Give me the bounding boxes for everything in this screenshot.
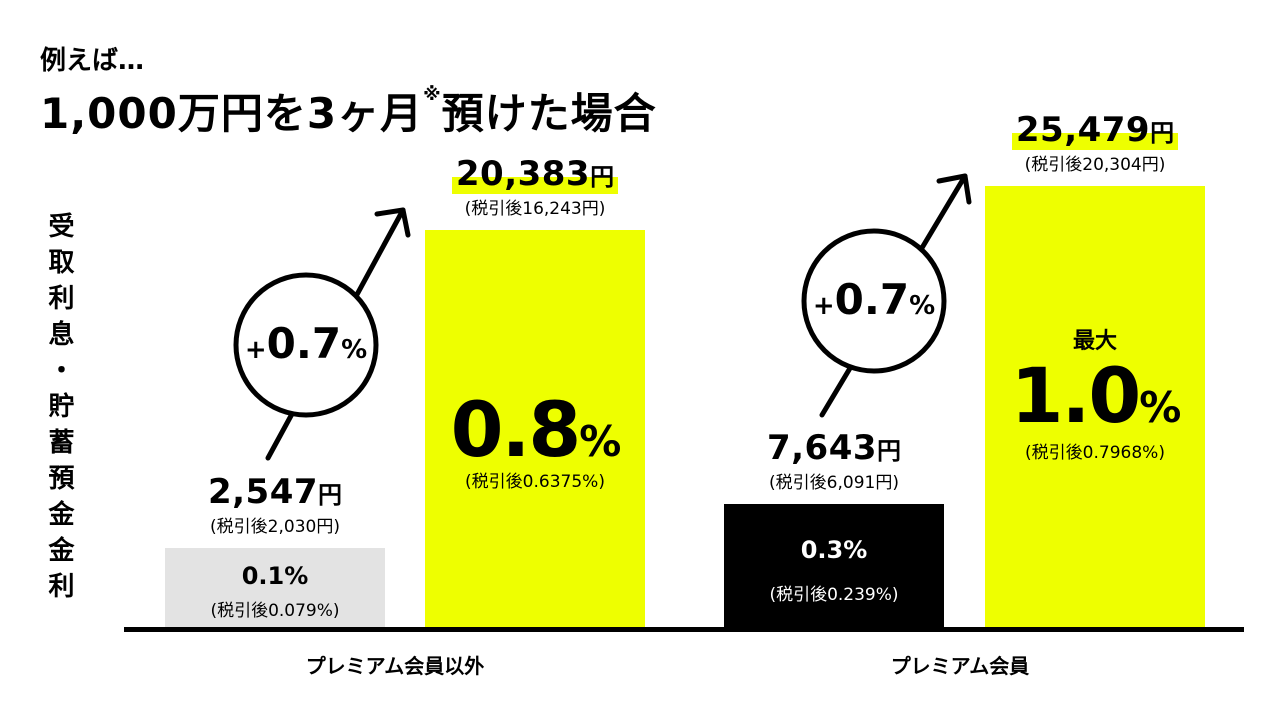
bar-rate-label: 0.8% (450, 385, 622, 474)
bar-rate-label: 1.0% (1010, 351, 1182, 440)
interest-amount: 2,547円 (税引後2,030円) (207, 472, 343, 537)
bar-rate-after-tax: (税引後0.7968%) (1025, 443, 1165, 463)
title-main: 1,000万円を3ヶ月 (40, 89, 424, 138)
delta-text-right: +0.7% (813, 275, 935, 324)
x-axis-baseline (124, 627, 1244, 632)
bar-rate-after-tax: (税引後0.079%) (210, 601, 340, 621)
bar-rate-after-tax: (税引後0.239%) (769, 585, 899, 605)
bar-premium-standard: 0.3% (税引後0.239%) (724, 504, 944, 628)
delta-circle-left (233, 272, 379, 418)
group-label-non-premium: プレミアム会員以外 (305, 654, 485, 678)
bar-premium-campaign: 最大 1.0% (税引後0.7968%) (985, 186, 1205, 628)
delta-circle-right (801, 228, 947, 374)
bar-non-premium-standard: 0.1% (税引後0.079%) (165, 548, 385, 628)
bar-non-premium-campaign: 0.8% (税引後0.6375%) (425, 230, 645, 628)
bar-rate-after-tax: (税引後0.6375%) (465, 472, 605, 492)
y-axis-label: 受取利息・貯蓄預金金利 (44, 212, 74, 608)
interest-amount-highlighted: 20,383円 (税引後16,243円) (425, 154, 645, 219)
title-note-mark: ※ (423, 84, 442, 105)
bar-prefix-label: 最大 (1072, 329, 1117, 354)
delta-text-left: +0.7% (245, 319, 367, 368)
interest-amount-highlighted: 25,479円 (税引後20,304円) (985, 110, 1205, 175)
interest-amount: 7,643円 (税引後6,091円) (766, 428, 902, 493)
bar-rate-label: 0.1% (241, 562, 309, 590)
title-end: 預けた場合 (441, 89, 657, 138)
bar-rate-label: 0.3% (800, 536, 868, 564)
page-title: 1,000万円を3ヶ月※預けた場合 (40, 80, 657, 141)
group-label-premium: プレミアム会員 (890, 654, 1030, 678)
subtitle: 例えば… (40, 46, 145, 76)
